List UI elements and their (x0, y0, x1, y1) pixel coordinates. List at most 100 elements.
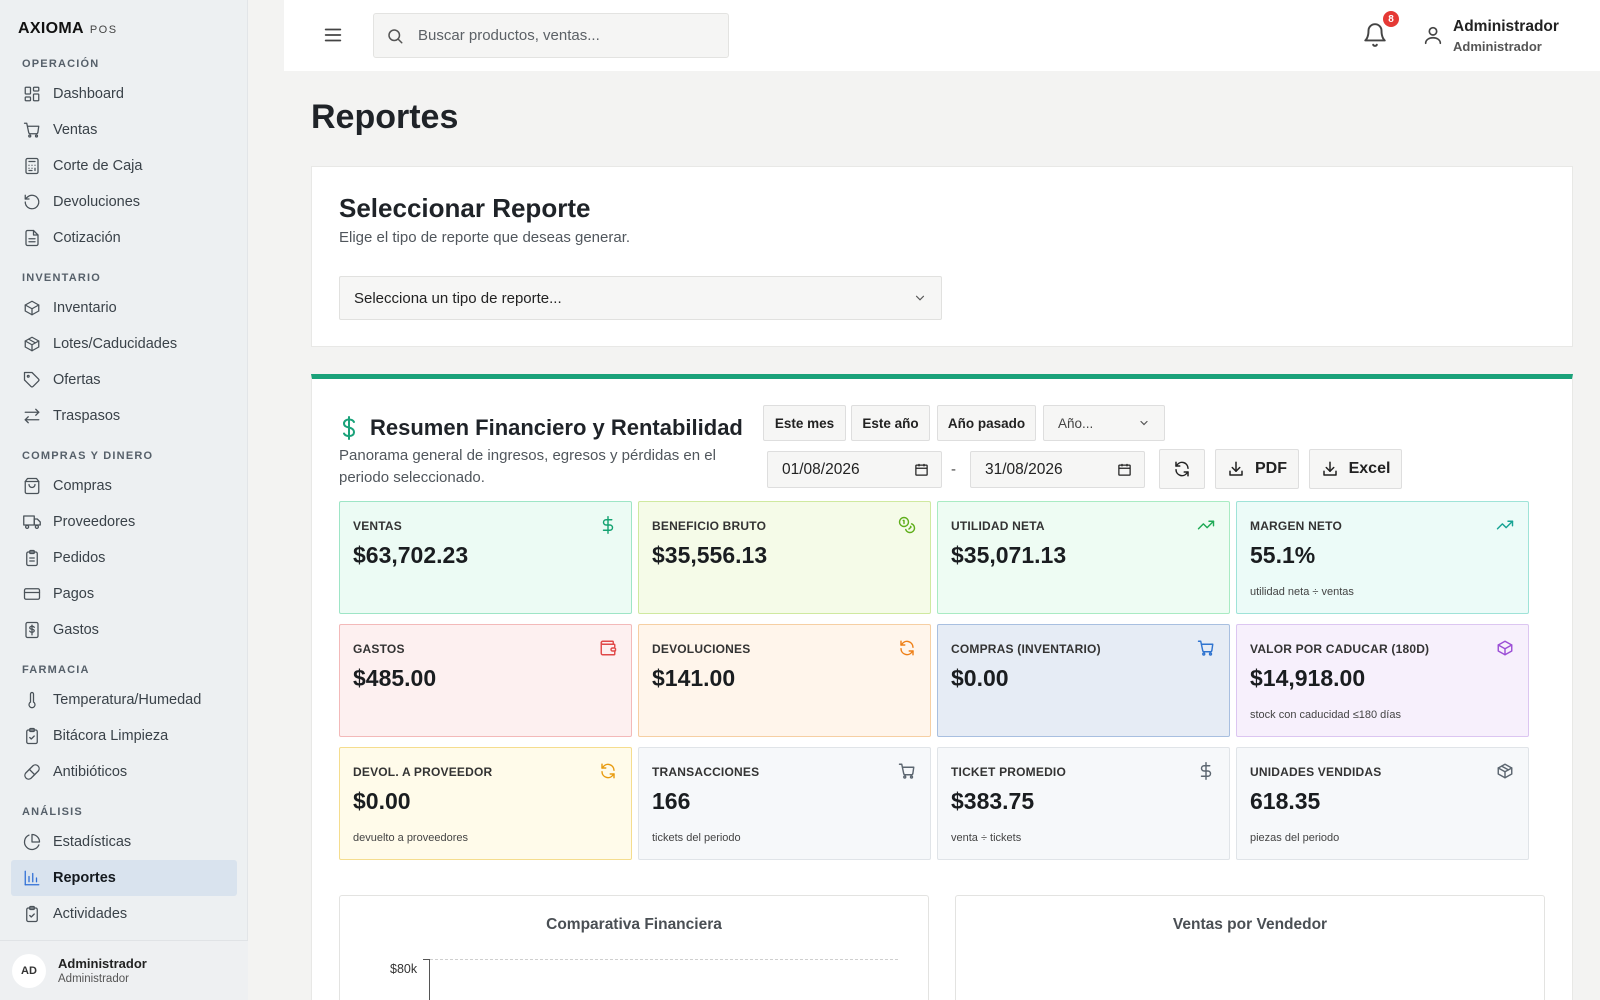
dollar-icon (342, 416, 356, 440)
sidebar-item-corte-de-caja[interactable]: Corte de Caja (11, 148, 237, 184)
search-box[interactable] (373, 13, 729, 58)
kpi-icon (1197, 516, 1215, 534)
sidebar-item-label: Reportes (53, 870, 116, 886)
user-icon[interactable] (1422, 24, 1444, 46)
sidebar-item-label: Actividades (53, 906, 128, 922)
financial-summary-card: Resumen Financiero y Rentabilidad Panora… (311, 374, 1573, 1000)
sidebar-item-lotes-caducidades[interactable]: Lotes/Caducidades (11, 326, 237, 362)
chart-title: Comparativa Financiera (546, 916, 722, 933)
receipt-icon (25, 621, 39, 639)
year-select-value: Año... (1058, 415, 1094, 431)
kpi-value: $485.00 (353, 665, 437, 691)
grid-icon (24, 86, 40, 102)
header-user-name[interactable]: Administrador (1453, 18, 1559, 35)
kpi-card: BENEFICIO BRUTO $35,556.13 (638, 501, 931, 614)
dollar-icon (602, 516, 614, 534)
notification-badge: 8 (1383, 11, 1399, 27)
kpi-icon (599, 516, 617, 534)
export-pdf-button[interactable]: PDF (1215, 449, 1299, 489)
sidebar-item-label: Pagos (53, 586, 95, 602)
brand-name: AXIOMA (18, 20, 84, 37)
kpi-value: 618.35 (1250, 788, 1321, 814)
period-last-year-button[interactable]: Año pasado (937, 405, 1036, 441)
bag-icon (24, 477, 40, 495)
box-icon (24, 300, 40, 316)
calendar-icon[interactable] (1117, 462, 1132, 477)
chevron-down-icon (1140, 420, 1148, 426)
brand-sub: POS (89, 24, 118, 36)
menu-icon[interactable] (322, 24, 344, 46)
nav-section-title: INVENTARIO (22, 272, 102, 284)
kpi-card: UTILIDAD NETA $35,071.13 (937, 501, 1230, 614)
sidebar-item-label: Ventas (53, 122, 98, 138)
kpi-label: BENEFICIO BRUTO (652, 519, 767, 533)
cart-icon (23, 122, 40, 138)
y-axis-line (429, 959, 430, 1000)
kpi-icon (599, 639, 617, 657)
sidebar-item-cotización[interactable]: Cotización (11, 220, 237, 256)
bell-icon[interactable] (1362, 22, 1388, 48)
financial-title: Resumen Financiero y Rentabilidad (370, 415, 743, 440)
sidebar-item-compras[interactable]: Compras (11, 468, 237, 504)
sidebar-item-pedidos[interactable]: Pedidos (11, 540, 237, 576)
clipboard-check-icon (26, 727, 38, 745)
dollar-icon (1200, 762, 1212, 780)
financial-subtitle: Panorama general de ingresos, egresos y … (339, 447, 716, 486)
sidebar-item-label: Lotes/Caducidades (53, 336, 178, 352)
report-type-select[interactable]: Selecciona un tipo de reporte... (339, 276, 942, 320)
transfer-icon (24, 408, 40, 424)
period-this-year-button[interactable]: Este año (851, 405, 930, 441)
date-from-input[interactable]: 01/08/2026 (767, 451, 942, 488)
sidebar-item-label: Temperatura/Humedad (53, 692, 202, 708)
sidebar-item-dashboard[interactable]: Dashboard (11, 76, 237, 112)
kpi-value: $35,556.13 (652, 542, 768, 568)
sidebar-item-bitácora-limpieza[interactable]: Bitácora Limpieza (11, 718, 237, 754)
sidebar-item-estadísticas[interactable]: Estadísticas (11, 824, 237, 860)
sidebar-item-proveedores[interactable]: Proveedores (11, 504, 237, 540)
search-icon (388, 28, 403, 43)
kpi-note: venta ÷ tickets (951, 832, 1022, 844)
kpi-value: $141.00 (652, 665, 736, 691)
kpi-card: UNIDADES VENDIDAS 618.35 piezas del period… (1236, 747, 1529, 860)
kpi-card: TRANSACCIONES 166 tickets del periodo (638, 747, 931, 860)
kpi-label: VALOR POR CADUCAR (180D) (1250, 642, 1430, 656)
sidebar-item-inventario[interactable]: Inventario (11, 290, 237, 326)
sidebar-item-ofertas[interactable]: Ofertas (11, 362, 237, 398)
cart-icon (898, 763, 915, 779)
kpi-value: 55.1% (1250, 542, 1316, 568)
sidebar-item-label: Cotización (53, 230, 121, 246)
header-user-role: Administrador (1453, 39, 1542, 54)
document-icon (25, 229, 39, 247)
sidebar-item-devoluciones[interactable]: Devoluciones (11, 184, 237, 220)
kpi-icon (1496, 639, 1514, 657)
export-excel-button[interactable]: Excel (1309, 449, 1402, 489)
refresh-button[interactable] (1159, 449, 1205, 489)
date-to-input[interactable]: 31/08/2026 (970, 451, 1145, 488)
kpi-label: DEVOLUCIONES (652, 642, 751, 656)
sidebar-item-actividades[interactable]: Actividades (11, 896, 237, 932)
calendar-icon[interactable] (914, 462, 929, 477)
kpi-icon (1197, 639, 1215, 657)
sidebar-item-temperatura-humedad[interactable]: Temperatura/Humedad (11, 682, 237, 718)
sidebar-item-gastos[interactable]: Gastos (11, 612, 237, 648)
sidebar-item-reportes[interactable]: Reportes (11, 860, 237, 896)
kpi-card: GASTOS $485.00 (339, 624, 632, 737)
year-select[interactable]: Año... (1043, 405, 1165, 441)
search-input[interactable] (418, 27, 708, 44)
sidebar-item-traspasos[interactable]: Traspasos (11, 398, 237, 434)
undo-icon (24, 194, 40, 210)
sidebar-item-ventas[interactable]: Ventas (11, 112, 237, 148)
kpi-label: VENTAS (353, 519, 402, 533)
pill-icon (24, 764, 40, 780)
sidebar-item-label: Ofertas (53, 372, 101, 388)
sidebar-item-pagos[interactable]: Pagos (11, 576, 237, 612)
sidebar-user[interactable]: AD Administrador Administrador (0, 940, 248, 1000)
kpi-label: GASTOS (353, 642, 405, 656)
coins-icon (898, 516, 916, 534)
top-header: 8 Administrador Administrador (284, 0, 1600, 71)
kpi-value: $0.00 (951, 665, 1009, 691)
kpi-icon (1197, 762, 1215, 780)
y-axis-tick-label: $80k (390, 962, 418, 976)
period-this-month-button[interactable]: Este mes (763, 405, 846, 441)
sidebar-item-antibióticos[interactable]: Antibióticos (11, 754, 237, 790)
